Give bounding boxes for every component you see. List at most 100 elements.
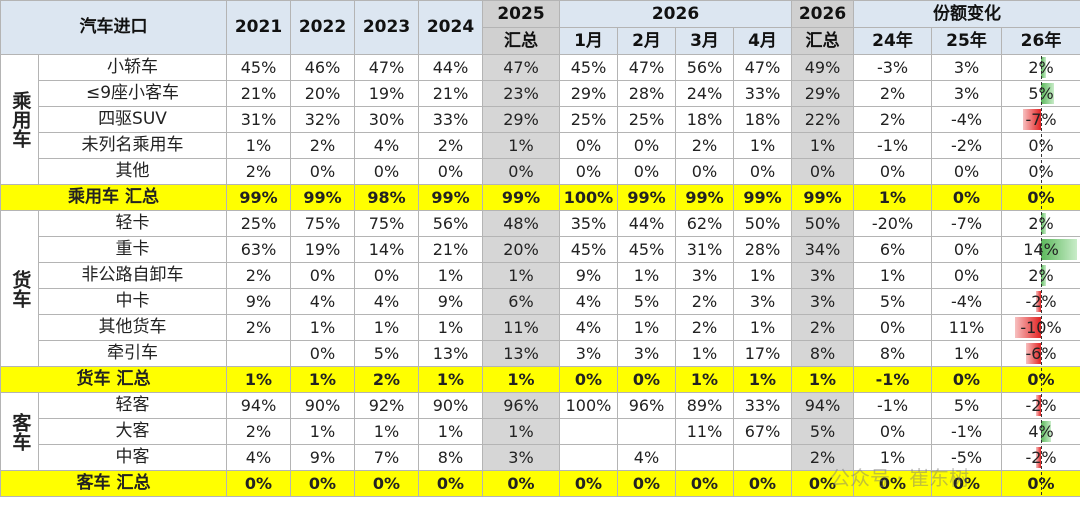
row-name: 轻客 bbox=[38, 392, 227, 419]
value-cell: 0% bbox=[559, 366, 618, 393]
value-cell: 19% bbox=[354, 80, 419, 107]
value-cell: 8% bbox=[418, 444, 483, 471]
share-change-26-cell: -2% bbox=[1001, 444, 1080, 471]
value-cell: -20% bbox=[853, 210, 933, 237]
share-change-26-cell: 2% bbox=[1001, 262, 1080, 289]
value-cell: 96% bbox=[617, 392, 676, 419]
negative-databar bbox=[1035, 291, 1042, 312]
value-cell: 0% bbox=[853, 158, 933, 185]
table-row: ≤9座小客车 21% 20% 19% 21% 23% 29% 28% 24% 33% 29% 2% 3%… bbox=[1, 80, 1080, 107]
value-cell: 1% bbox=[482, 366, 560, 393]
value-cell: 24% bbox=[675, 80, 734, 107]
share-change-26-cell: 14% bbox=[1001, 236, 1080, 263]
value-cell: 99% bbox=[732, 184, 793, 211]
negative-databar bbox=[1035, 395, 1042, 416]
value-cell: 99% bbox=[226, 184, 291, 211]
value-cell: 1% bbox=[354, 418, 419, 445]
row-name: 非公路自卸车 bbox=[38, 262, 227, 289]
value-cell: 5% bbox=[354, 340, 419, 367]
header-2025-sum-label: 汇总 bbox=[482, 27, 560, 55]
table-row: 其他 2% 0% 0% 0% 0% 0% 0% 0% 0% 0% 0% 0% 0% bbox=[1, 158, 1080, 185]
value-cell: 0% bbox=[559, 158, 618, 185]
row-name: 乘用车 汇总 bbox=[0, 184, 227, 211]
value-cell: -1% bbox=[853, 132, 933, 159]
value-cell: 1% bbox=[354, 314, 419, 341]
value-cell: -3% bbox=[853, 54, 933, 81]
row-name: 重卡 bbox=[38, 236, 227, 263]
value-cell: 31% bbox=[226, 106, 291, 133]
value-cell: 7% bbox=[354, 444, 419, 471]
value-cell: 11% bbox=[931, 314, 1003, 341]
value-cell: 28% bbox=[617, 80, 676, 107]
value-cell: 35% bbox=[559, 210, 618, 237]
value-cell bbox=[559, 418, 618, 445]
value-cell: 0% bbox=[354, 158, 419, 185]
value-cell: 3% bbox=[559, 340, 618, 367]
value-cell: 63% bbox=[226, 236, 291, 263]
value-cell: 4% bbox=[559, 314, 618, 341]
share-change-26-value: 2% bbox=[1028, 57, 1054, 77]
value-cell: 99% bbox=[675, 184, 734, 211]
value-cell: 75% bbox=[354, 210, 419, 237]
value-cell: 21% bbox=[418, 236, 483, 263]
value-cell: 0% bbox=[418, 470, 483, 497]
share-change-26-cell: 0% bbox=[1001, 470, 1080, 497]
value-cell: 28% bbox=[732, 236, 793, 263]
databar-axis bbox=[1041, 342, 1043, 365]
value-cell: 1% bbox=[675, 340, 734, 367]
value-cell: 2% bbox=[226, 158, 291, 185]
value-cell: 8% bbox=[791, 340, 855, 367]
row-name: ≤9座小客车 bbox=[38, 80, 227, 107]
value-cell: 47% bbox=[617, 54, 676, 81]
value-cell: 1% bbox=[732, 132, 793, 159]
share-change-26-cell: -2% bbox=[1001, 288, 1080, 315]
databar-axis bbox=[1041, 186, 1043, 209]
value-cell: 0% bbox=[617, 470, 676, 497]
value-cell: 30% bbox=[354, 106, 419, 133]
value-cell: 2% bbox=[675, 132, 734, 159]
value-cell: 0% bbox=[931, 184, 1003, 211]
value-cell: 33% bbox=[732, 392, 793, 419]
databar-axis bbox=[1041, 56, 1043, 79]
value-cell: 45% bbox=[559, 54, 618, 81]
value-cell: 62% bbox=[675, 210, 734, 237]
value-cell: 0% bbox=[559, 132, 618, 159]
value-cell bbox=[559, 444, 618, 471]
value-cell: 23% bbox=[482, 80, 560, 107]
value-cell: 2% bbox=[675, 288, 734, 315]
value-cell: 3% bbox=[791, 262, 855, 289]
value-cell: 0% bbox=[931, 470, 1003, 497]
value-cell: 29% bbox=[559, 80, 618, 107]
value-cell: 6% bbox=[482, 288, 560, 315]
value-cell: 99% bbox=[290, 184, 355, 211]
value-cell: 4% bbox=[354, 132, 419, 159]
share-change-26-cell: -7% bbox=[1001, 106, 1080, 133]
databar-axis bbox=[1041, 160, 1043, 183]
header-year-2022: 2022 bbox=[290, 0, 355, 55]
value-cell: 94% bbox=[791, 392, 855, 419]
table-row: 乘用车 小轿车 45% 46% 47% 44% 47% 45% 47% 56% 47% 49% -3% 3… bbox=[0, 54, 1080, 185]
header-corner: 汽车进口 bbox=[0, 0, 227, 55]
header-2026-sum: 2026 bbox=[791, 0, 855, 28]
value-cell: 45% bbox=[559, 236, 618, 263]
positive-databar bbox=[1041, 83, 1054, 104]
value-cell: 90% bbox=[418, 392, 483, 419]
value-cell: 11% bbox=[482, 314, 560, 341]
value-cell: 32% bbox=[290, 106, 355, 133]
value-cell: 96% bbox=[482, 392, 560, 419]
databar-axis bbox=[1041, 82, 1043, 105]
value-cell: 1% bbox=[853, 444, 933, 471]
value-cell: 1% bbox=[617, 314, 676, 341]
row-name: 其他货车 bbox=[38, 314, 227, 341]
value-cell: 19% bbox=[290, 236, 355, 263]
value-cell: 0% bbox=[931, 262, 1003, 289]
header-2026-sum-label: 汇总 bbox=[791, 27, 855, 55]
value-cell: 1% bbox=[482, 418, 560, 445]
value-cell: 100% bbox=[559, 392, 618, 419]
header-2025: 2025 bbox=[482, 0, 560, 28]
header-2026-months-group: 2026 bbox=[558, 0, 793, 28]
value-cell: 0% bbox=[290, 470, 355, 497]
positive-databar bbox=[1041, 57, 1047, 78]
value-cell: 5% bbox=[791, 418, 855, 445]
value-cell: 25% bbox=[559, 106, 618, 133]
